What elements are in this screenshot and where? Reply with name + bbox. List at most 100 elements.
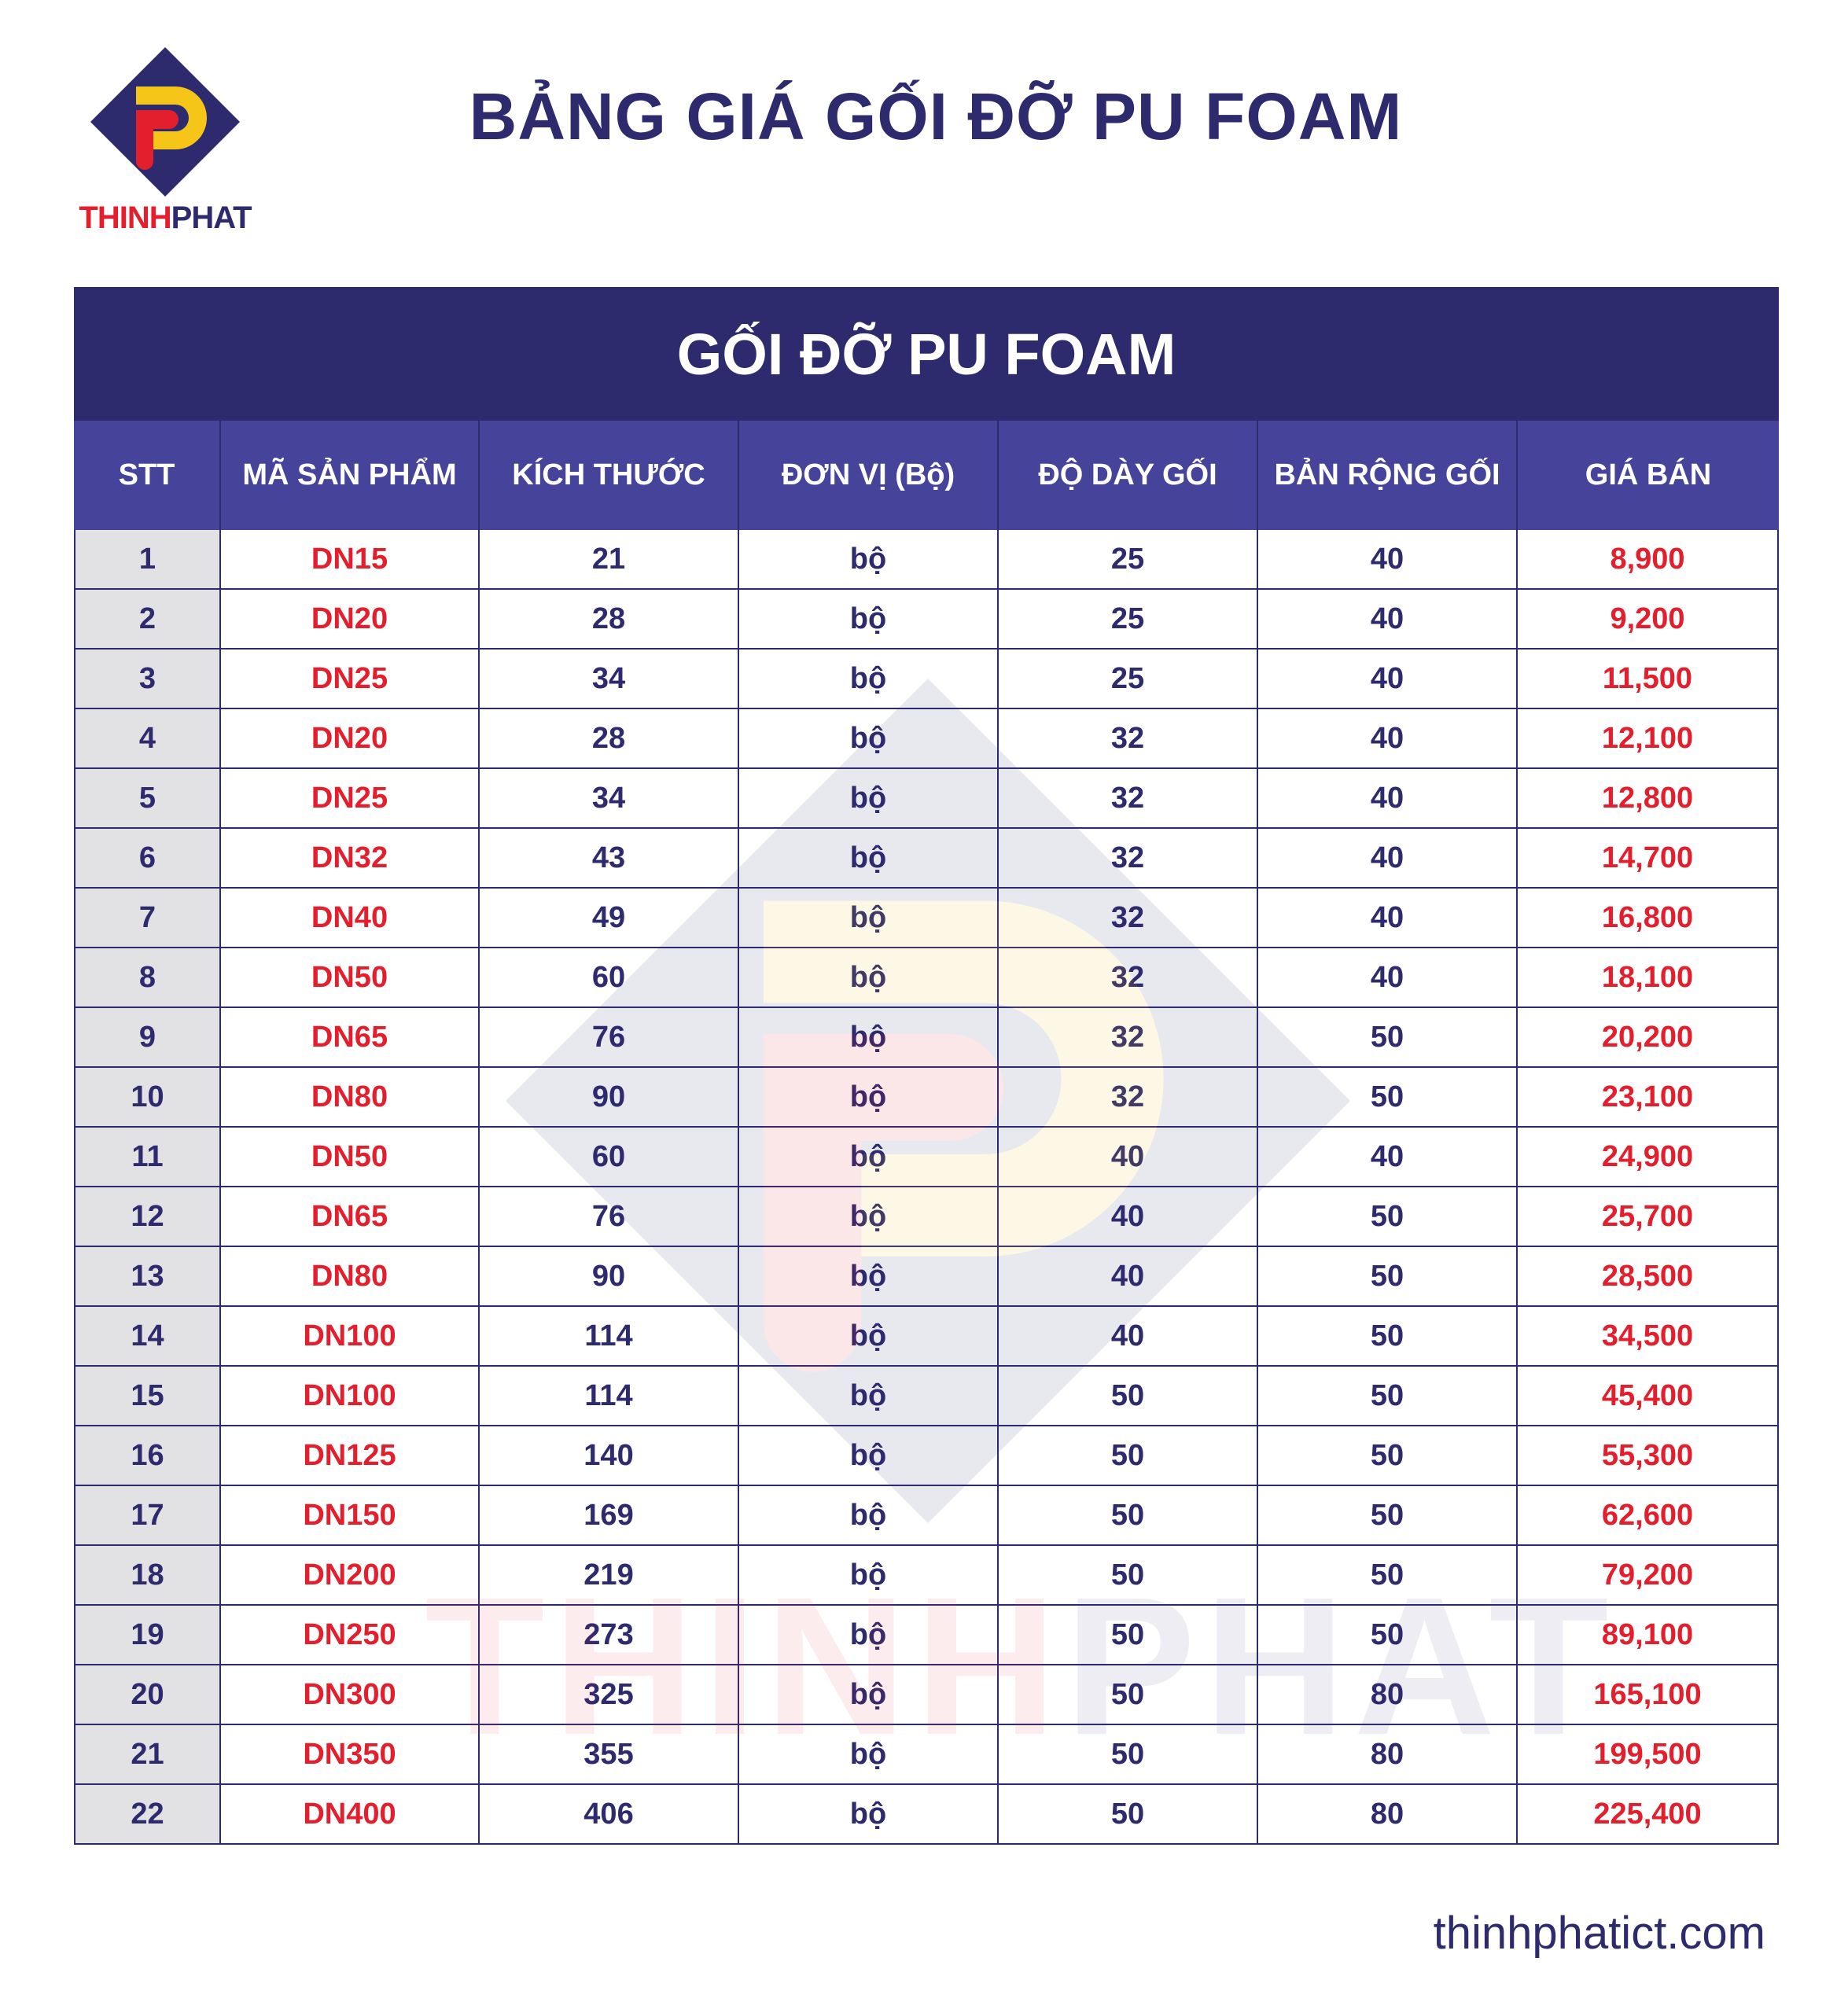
size-cell: 140 xyxy=(480,1426,739,1486)
stt-cell: 7 xyxy=(74,889,221,948)
brand-name-part1: THINH xyxy=(79,201,171,235)
width-cell: 50 xyxy=(1258,1008,1518,1068)
price-cell: 25,700 xyxy=(1518,1187,1779,1247)
size-cell: 325 xyxy=(480,1665,739,1725)
size-cell: 406 xyxy=(480,1785,739,1845)
table-row: 21 DN350 355 bộ 50 80 199,500 xyxy=(74,1725,1779,1785)
width-cell: 50 xyxy=(1258,1606,1518,1665)
page-title: BẢNG GIÁ GỐI ĐỠ PU FOAM xyxy=(469,79,1403,153)
table-row: 8 DN50 60 bộ 32 40 18,100 xyxy=(74,948,1779,1008)
table-row: 1 DN15 21 bộ 25 40 8,900 xyxy=(74,530,1779,590)
width-cell: 50 xyxy=(1258,1307,1518,1367)
unit-cell: bộ xyxy=(739,948,999,1008)
width-cell: 40 xyxy=(1258,709,1518,769)
table-row: 2 DN20 28 bộ 25 40 9,200 xyxy=(74,590,1779,650)
price-cell: 79,200 xyxy=(1518,1546,1779,1606)
product-code-cell: DN25 xyxy=(221,769,480,829)
table-row: 17 DN150 169 bộ 50 50 62,600 xyxy=(74,1486,1779,1546)
product-code-cell: DN250 xyxy=(221,1606,480,1665)
unit-cell: bộ xyxy=(739,1606,999,1665)
width-cell: 50 xyxy=(1258,1486,1518,1546)
column-header: KÍCH THƯỚC xyxy=(480,421,739,530)
unit-cell: bộ xyxy=(739,1426,999,1486)
size-cell: 90 xyxy=(480,1068,739,1128)
price-cell: 16,800 xyxy=(1518,889,1779,948)
column-header: STT xyxy=(74,421,221,530)
width-cell: 40 xyxy=(1258,829,1518,889)
table-row: 13 DN80 90 bộ 40 50 28,500 xyxy=(74,1247,1779,1307)
size-cell: 43 xyxy=(480,829,739,889)
table-title: GỐI ĐỠ PU FOAM xyxy=(74,287,1779,421)
table-body: 1 DN15 21 bộ 25 40 8,900 2 DN20 28 bộ 25 40 9,200 3 DN2… xyxy=(74,530,1779,1845)
unit-cell: bộ xyxy=(739,590,999,650)
thickness-cell: 32 xyxy=(999,948,1258,1008)
stt-cell: 22 xyxy=(74,1785,221,1845)
stt-cell: 14 xyxy=(74,1307,221,1367)
size-cell: 114 xyxy=(480,1307,739,1367)
price-cell: 11,500 xyxy=(1518,650,1779,709)
size-cell: 28 xyxy=(480,590,739,650)
table-row: 16 DN125 140 bộ 50 50 55,300 xyxy=(74,1426,1779,1486)
size-cell: 219 xyxy=(480,1546,739,1606)
unit-cell: bộ xyxy=(739,769,999,829)
product-code-cell: DN65 xyxy=(221,1187,480,1247)
price-cell: 45,400 xyxy=(1518,1367,1779,1426)
brand-name: THINHPHAT xyxy=(75,201,256,236)
unit-cell: bộ xyxy=(739,1307,999,1367)
thickness-cell: 50 xyxy=(999,1725,1258,1785)
table-header-row: STT MÃ SẢN PHẨM KÍCH THƯỚC ĐƠN VỊ (Bộ) ĐỘ DÀ… xyxy=(74,421,1779,530)
size-cell: 273 xyxy=(480,1606,739,1665)
table-row: 4 DN20 28 bộ 32 40 12,100 xyxy=(74,709,1779,769)
thickness-cell: 32 xyxy=(999,709,1258,769)
size-cell: 28 xyxy=(480,709,739,769)
product-code-cell: DN50 xyxy=(221,1128,480,1187)
product-code-cell: DN400 xyxy=(221,1785,480,1845)
thickness-cell: 32 xyxy=(999,1068,1258,1128)
stt-cell: 18 xyxy=(74,1546,221,1606)
unit-cell: bộ xyxy=(739,1665,999,1725)
product-code-cell: DN20 xyxy=(221,709,480,769)
price-cell: 24,900 xyxy=(1518,1128,1779,1187)
brand-logo: THINHPHAT xyxy=(75,43,256,240)
table-row: 6 DN32 43 bộ 32 40 14,700 xyxy=(74,829,1779,889)
width-cell: 50 xyxy=(1258,1546,1518,1606)
product-code-cell: DN80 xyxy=(221,1247,480,1307)
thickness-cell: 50 xyxy=(999,1426,1258,1486)
unit-cell: bộ xyxy=(739,1486,999,1546)
price-cell: 55,300 xyxy=(1518,1426,1779,1486)
stt-cell: 19 xyxy=(74,1606,221,1665)
stt-cell: 3 xyxy=(74,650,221,709)
size-cell: 34 xyxy=(480,650,739,709)
website-link[interactable]: thinhphatict.com xyxy=(1433,1908,1765,1959)
price-cell: 9,200 xyxy=(1518,590,1779,650)
product-code-cell: DN65 xyxy=(221,1008,480,1068)
width-cell: 80 xyxy=(1258,1665,1518,1725)
thickness-cell: 25 xyxy=(999,530,1258,590)
thickness-cell: 50 xyxy=(999,1367,1258,1426)
size-cell: 49 xyxy=(480,889,739,948)
unit-cell: bộ xyxy=(739,1785,999,1845)
width-cell: 40 xyxy=(1258,769,1518,829)
column-header: ĐỘ DÀY GỐI xyxy=(999,421,1258,530)
table-row: 7 DN40 49 bộ 32 40 16,800 xyxy=(74,889,1779,948)
product-code-cell: DN40 xyxy=(221,889,480,948)
price-cell: 62,600 xyxy=(1518,1486,1779,1546)
size-cell: 21 xyxy=(480,530,739,590)
thickness-cell: 40 xyxy=(999,1247,1258,1307)
unit-cell: bộ xyxy=(739,1247,999,1307)
stt-cell: 8 xyxy=(74,948,221,1008)
product-code-cell: DN200 xyxy=(221,1546,480,1606)
width-cell: 40 xyxy=(1258,889,1518,948)
size-cell: 90 xyxy=(480,1247,739,1307)
product-code-cell: DN125 xyxy=(221,1426,480,1486)
width-cell: 80 xyxy=(1258,1785,1518,1845)
table-row: 14 DN100 114 bộ 40 50 34,500 xyxy=(74,1307,1779,1367)
width-cell: 50 xyxy=(1258,1247,1518,1307)
thickness-cell: 40 xyxy=(999,1187,1258,1247)
stt-cell: 1 xyxy=(74,530,221,590)
unit-cell: bộ xyxy=(739,709,999,769)
thickness-cell: 25 xyxy=(999,650,1258,709)
stt-cell: 2 xyxy=(74,590,221,650)
price-cell: 34,500 xyxy=(1518,1307,1779,1367)
stt-cell: 9 xyxy=(74,1008,221,1068)
